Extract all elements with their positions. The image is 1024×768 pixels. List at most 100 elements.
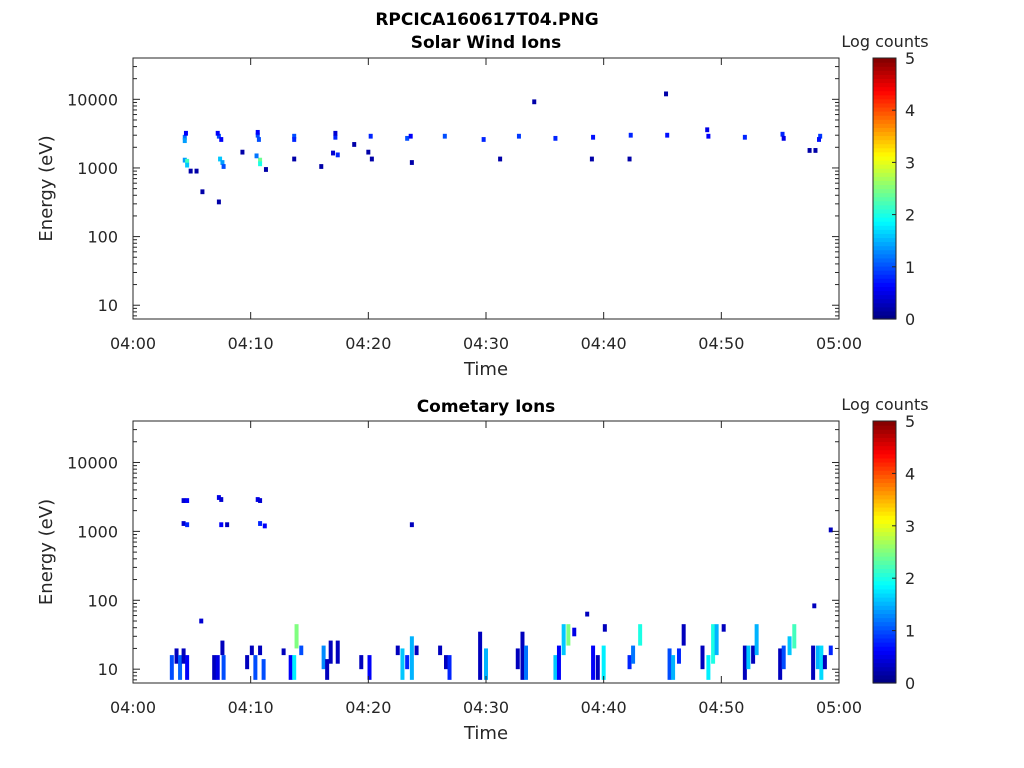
- colorbar-segment: [873, 445, 896, 451]
- colorbar-segment: [873, 294, 896, 300]
- data-cell: [255, 497, 260, 502]
- data-cell: [781, 135, 786, 141]
- data-cell: [258, 157, 263, 163]
- data-cell: [254, 153, 259, 159]
- data-cell: [816, 137, 821, 142]
- colorbar-segment: [873, 58, 896, 63]
- colorbar-segment: [873, 257, 896, 263]
- figure-title: RPCICA160617T04.PNG: [375, 10, 598, 30]
- colorbar-segment: [873, 560, 896, 565]
- colorbar-tick-label: 3: [905, 153, 915, 172]
- colorbar-segment: [873, 314, 896, 320]
- colorbar-segment: [873, 470, 896, 475]
- data-column: [447, 655, 452, 680]
- data-column: [602, 624, 607, 632]
- colorbar-segment: [873, 584, 896, 590]
- plot-area: [133, 421, 839, 683]
- colorbar-label: Log counts: [841, 395, 928, 414]
- data-column: [520, 631, 525, 680]
- colorbar-segment: [873, 70, 896, 75]
- colorbar-segment: [873, 265, 896, 271]
- colorbar-tick-label: 4: [905, 464, 915, 483]
- data-cell: [807, 148, 812, 153]
- data-column: [711, 624, 716, 664]
- colorbar-segment: [873, 143, 896, 149]
- data-column: [754, 624, 759, 656]
- data-column: [524, 645, 529, 680]
- data-cell: [705, 127, 710, 133]
- x-tick-label: 04:50: [698, 334, 744, 353]
- data-column: [299, 645, 304, 656]
- data-cell: [742, 134, 747, 140]
- colorbar-segment: [873, 176, 896, 181]
- x-tick-label: 05:00: [816, 334, 862, 353]
- colorbar-tick-label: 2: [905, 569, 915, 588]
- colorbar-segment: [873, 433, 896, 438]
- data-column: [443, 655, 448, 670]
- colorbar-segment: [873, 282, 896, 287]
- colorbar-segment: [873, 543, 896, 549]
- colorbar-segment: [873, 298, 896, 304]
- data-column: [751, 645, 756, 664]
- y-tick-label: 10000: [67, 453, 118, 472]
- data-cell: [185, 162, 190, 168]
- data-cell: [215, 130, 220, 136]
- solar-wind-ions-panel: Solar Wind Ions 04:00 04:10 04:20 04:30 04:40…: [36, 32, 929, 380]
- data-cell: [532, 99, 537, 105]
- data-cell: [188, 168, 193, 174]
- data-cell: [219, 497, 224, 502]
- data-column: [181, 648, 186, 664]
- colorbar-segment: [873, 151, 896, 157]
- colorbar-segment: [873, 139, 896, 145]
- colorbar-segment: [873, 208, 896, 214]
- data-column: [811, 645, 816, 680]
- data-cell: [218, 156, 223, 162]
- colorbar-segment: [873, 453, 896, 459]
- x-tick-label: 04:00: [110, 698, 156, 717]
- colorbar-segment: [873, 217, 896, 222]
- colorbar-segment: [873, 115, 896, 120]
- colorbar-segment: [873, 490, 896, 496]
- colorbar-segment: [873, 78, 896, 84]
- colorbar-segment: [873, 270, 896, 275]
- data-column: [478, 631, 483, 680]
- colorbar-segment: [873, 164, 896, 169]
- colorbar-segment: [873, 184, 896, 190]
- data-cell: [780, 131, 785, 137]
- colorbar-segment: [873, 498, 896, 504]
- colorbar-segment: [873, 568, 896, 574]
- x-tick-label: 04:20: [345, 334, 391, 353]
- colorbar-segment: [873, 123, 896, 128]
- data-cell: [498, 156, 503, 162]
- data-column: [706, 655, 711, 680]
- colorbar-tick-label: 3: [905, 517, 915, 536]
- colorbar-segment: [873, 278, 896, 283]
- colorbar-tick-label: 1: [905, 622, 915, 641]
- data-column: [515, 648, 520, 670]
- data-cell: [240, 149, 245, 155]
- colorbar-segment: [873, 629, 896, 635]
- data-cell: [333, 134, 338, 140]
- colorbar-segment: [873, 119, 896, 124]
- colorbar-segment: [873, 502, 896, 508]
- x-tick-label: 04:40: [581, 334, 627, 353]
- data-column: [288, 655, 293, 680]
- data-cell: [818, 133, 823, 139]
- x-tick-label: 04:00: [110, 334, 156, 353]
- x-tick-label: 04:50: [698, 698, 744, 717]
- data-column: [367, 655, 372, 680]
- colorbar-segment: [873, 678, 896, 684]
- colorbar-segment: [873, 527, 896, 533]
- data-column: [438, 645, 443, 656]
- colorbar-segment: [873, 674, 896, 680]
- data-column: [261, 659, 266, 680]
- data-cell: [331, 150, 336, 156]
- data-cell: [409, 522, 414, 528]
- colorbar-segment: [873, 168, 896, 173]
- colorbar-segment: [873, 90, 896, 96]
- data-column: [335, 640, 340, 664]
- data-cell: [627, 156, 632, 162]
- colorbar-segment: [873, 82, 896, 88]
- data-cell: [216, 495, 221, 500]
